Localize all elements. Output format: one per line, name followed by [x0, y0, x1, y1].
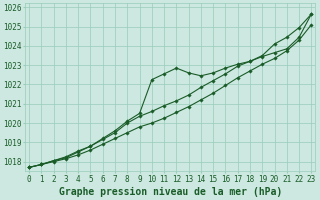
- X-axis label: Graphe pression niveau de la mer (hPa): Graphe pression niveau de la mer (hPa): [59, 186, 282, 197]
